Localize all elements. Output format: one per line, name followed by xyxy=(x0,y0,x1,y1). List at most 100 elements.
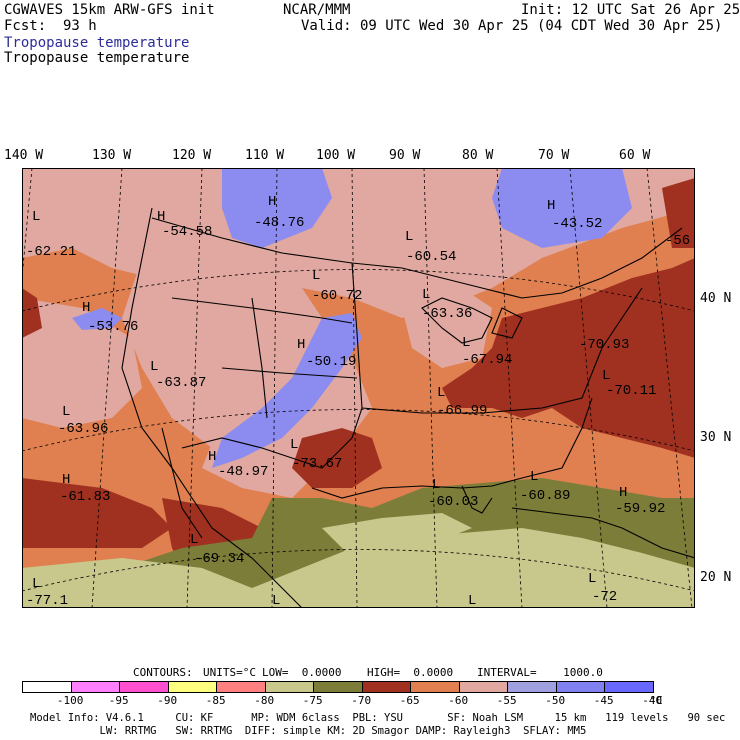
center-type: L xyxy=(272,593,280,608)
init-time: Init: 12 UTC Sat 26 Apr 25 xyxy=(521,2,740,18)
contours-interval: INTERVAL= 1000.0 xyxy=(477,666,603,679)
center-value: -60.72 xyxy=(312,288,362,304)
center-value: -70.93 xyxy=(579,337,629,353)
shade-red-east xyxy=(442,258,695,458)
center-type: H xyxy=(619,485,627,501)
contours-low: LOW= 0.0000 xyxy=(262,666,342,679)
legend-label: -95 xyxy=(108,694,129,707)
lon-label: 100 W xyxy=(316,148,356,163)
center-type: H xyxy=(62,472,70,488)
legend-unit: °C xyxy=(649,694,663,707)
center-value: -62.21 xyxy=(26,244,76,260)
shade-red-texas xyxy=(292,428,382,488)
center-type: L xyxy=(32,576,40,592)
coastlines xyxy=(121,207,695,608)
center-type: L xyxy=(588,571,596,587)
lon-label: 60 W xyxy=(619,148,651,163)
center-value: -60.03 xyxy=(428,494,478,510)
legend-swatch xyxy=(264,681,314,693)
legend-label: -85 xyxy=(205,694,226,707)
legend-label: -50 xyxy=(545,694,566,707)
center-value: -60.89 xyxy=(520,488,570,504)
field-title-primary: Tropopause temperature xyxy=(4,35,190,51)
center-value: -48.76 xyxy=(254,215,304,231)
lon-label: 90 W xyxy=(389,148,421,163)
center-value: -72 xyxy=(592,589,617,605)
model-title: CGWAVES 15km ARW-GFS init xyxy=(4,2,215,18)
legend-swatch xyxy=(167,681,217,693)
shade-purple-northeast xyxy=(492,168,632,248)
map-frame xyxy=(22,168,695,608)
center-type: H xyxy=(547,198,555,214)
lat-label: 20 N xyxy=(700,570,732,585)
legend-label: -60 xyxy=(448,694,469,707)
center-type: L xyxy=(150,359,158,375)
center-type: L xyxy=(602,368,610,384)
lon-label: 70 W xyxy=(538,148,570,163)
legend-label: -45 xyxy=(593,694,614,707)
legend-label: -40 xyxy=(642,694,663,707)
legend-label: -70 xyxy=(351,694,372,707)
center-type: L xyxy=(468,593,476,608)
contours-units: UNITS=°C xyxy=(203,666,256,679)
field-title-secondary: Tropopause temperature xyxy=(4,50,190,66)
tropopause-temperature-map: L -62.21 H -54.58 H -48.76 L -60.54 H -4… xyxy=(22,168,695,608)
shade-purple-north xyxy=(222,168,332,248)
center-value: -59.92 xyxy=(615,501,665,517)
legend-label: -100 xyxy=(56,694,84,707)
legend-label: -80 xyxy=(254,694,275,707)
center-type: L xyxy=(32,209,40,225)
lon-label: 120 W xyxy=(172,148,212,163)
legend-label: -55 xyxy=(496,694,517,707)
model-physics-line: LW: RRTMG SW: RRTMG DIFF: simple KM: 2D … xyxy=(30,725,587,737)
center-value: -61.83 xyxy=(60,489,110,505)
shade-purple-pnw xyxy=(72,308,122,330)
lon-label: 110 W xyxy=(245,148,285,163)
center-type: L xyxy=(62,404,70,420)
center-value: -50.19 xyxy=(306,354,356,370)
legend-label: -90 xyxy=(157,694,178,707)
center-type: H xyxy=(268,194,276,210)
center-value: -48.97 xyxy=(218,464,268,480)
center-type: L xyxy=(422,287,430,303)
forecast-label: Fcst: xyxy=(4,18,47,34)
legend-swatch xyxy=(458,681,508,693)
center-value: -77.1 xyxy=(26,593,68,608)
lon-label: 130 W xyxy=(92,148,132,163)
center-type: L xyxy=(405,229,413,245)
legend-swatch xyxy=(410,681,460,693)
shade-purple-plains xyxy=(212,313,362,468)
center-type: L xyxy=(462,335,470,351)
center-value: -70.11 xyxy=(606,383,656,399)
contours-high: HIGH= 0.0000 xyxy=(367,666,454,679)
model-info-line: Model Info: V4.6.1 CU: KF MP: WDM 6class… xyxy=(30,712,726,724)
forecast-hour: 93 h xyxy=(63,18,97,34)
center-type: L xyxy=(530,469,538,485)
lon-label: 140 W xyxy=(4,148,44,163)
center-value: -66.99 xyxy=(437,403,487,419)
center-type: H xyxy=(157,209,165,225)
legend-swatch xyxy=(555,681,605,693)
lat-label: 40 N xyxy=(700,291,732,306)
graticule xyxy=(22,168,695,608)
shade-red-maritimes xyxy=(662,178,695,248)
center-value: -53.76 xyxy=(88,319,138,335)
center-type: H xyxy=(297,337,305,353)
legend-swatch xyxy=(216,681,266,693)
center-value: -63.36 xyxy=(422,306,472,322)
center-type: H xyxy=(82,300,90,316)
center-type: H xyxy=(208,449,216,465)
organization-label: NCAR/MMM xyxy=(283,2,351,18)
legend-swatch xyxy=(70,681,120,693)
center-type: L xyxy=(190,532,198,548)
lon-label: 80 W xyxy=(462,148,494,163)
lat-label: 30 N xyxy=(700,430,732,445)
legend-swatch xyxy=(507,681,557,693)
center-value: -63.96 xyxy=(58,421,108,437)
legend-swatch xyxy=(604,681,654,693)
shade-red-pacific xyxy=(22,478,172,548)
center-value: -43.52 xyxy=(552,216,602,232)
center-type: L xyxy=(437,385,445,401)
shade-pink-great-lakes xyxy=(402,288,492,368)
center-value: -56 xyxy=(665,233,690,249)
